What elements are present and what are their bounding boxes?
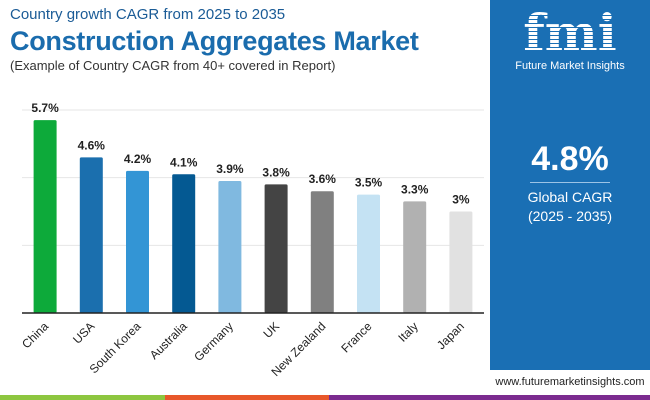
chart-title: Construction Aggregates Market [10,26,419,56]
data-label: 4.6% [78,138,106,152]
cagr-period: (2025 - 2035) [527,208,613,224]
x-tick-label: UK [261,319,283,341]
x-tick-label: France [338,319,375,356]
bar-france [357,194,380,313]
bar-australia [172,174,196,313]
bar-south-korea [126,170,149,313]
chart-subtitle: Country growth CAGR from 2025 to 2035 [10,6,286,23]
bar-china [33,120,57,314]
color-strip-orange [165,395,329,400]
data-label: 3.9% [216,162,244,176]
x-tick-label: Germany [191,319,236,364]
data-label: 5.7% [31,101,59,115]
x-tick-label: Australia [147,319,190,362]
data-label: 3.6% [309,172,337,186]
color-strip-purple [329,395,650,400]
data-label: 3.5% [355,176,383,190]
global-cagr-label: Global CAGR (2025 - 2035) [490,188,650,226]
divider [530,182,610,183]
x-tick-label: Japan [434,319,467,352]
bar-uk [264,184,288,313]
bar-germany [218,181,242,313]
data-label: 4.1% [170,155,198,169]
data-label: 3.8% [262,165,290,179]
data-label: 3% [452,193,470,207]
x-tick-label: USA [70,319,97,346]
color-strip-green [0,395,165,400]
website-url[interactable]: www.futuremarketinsights.com [495,376,645,388]
global-cagr-value: 4.8% [531,140,609,178]
x-tick-label: Italy [395,319,420,344]
logo-mark: fmi [490,8,650,58]
data-label: 3.3% [401,182,429,196]
summary-panel: fmi Future Market Insights 4.8% Global C… [490,0,650,370]
cagr-label: Global CAGR [527,189,613,205]
fmi-logo: fmi Future Market Insights [490,8,650,73]
brand-name: Future Market Insights [515,60,625,72]
chart-note: (Example of Country CAGR from 40+ covere… [10,58,336,73]
data-label: 4.2% [124,152,152,166]
bar-italy [403,201,427,313]
bar-new-zealand [310,191,334,313]
x-tick-label: China [19,319,51,351]
bar-usa [79,157,103,313]
bar-japan [449,211,473,313]
